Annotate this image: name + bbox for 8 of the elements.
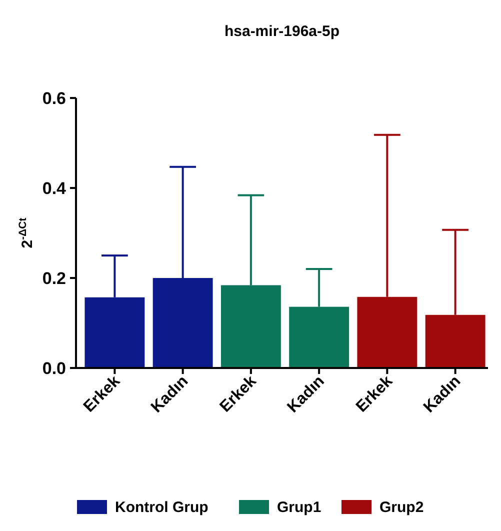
y-tick-label: 0.6 xyxy=(42,89,66,108)
legend-label: Grup2 xyxy=(380,499,424,516)
chart-title: hsa-mir-196a-5p xyxy=(224,23,340,40)
y-tick-label: 0.2 xyxy=(42,269,66,288)
legend-label: Kontrol Grup xyxy=(115,499,208,516)
y-tick-label: 0.0 xyxy=(42,359,66,378)
y-tick-label: 0.4 xyxy=(42,179,67,198)
legend-label: Grup1 xyxy=(277,499,322,516)
